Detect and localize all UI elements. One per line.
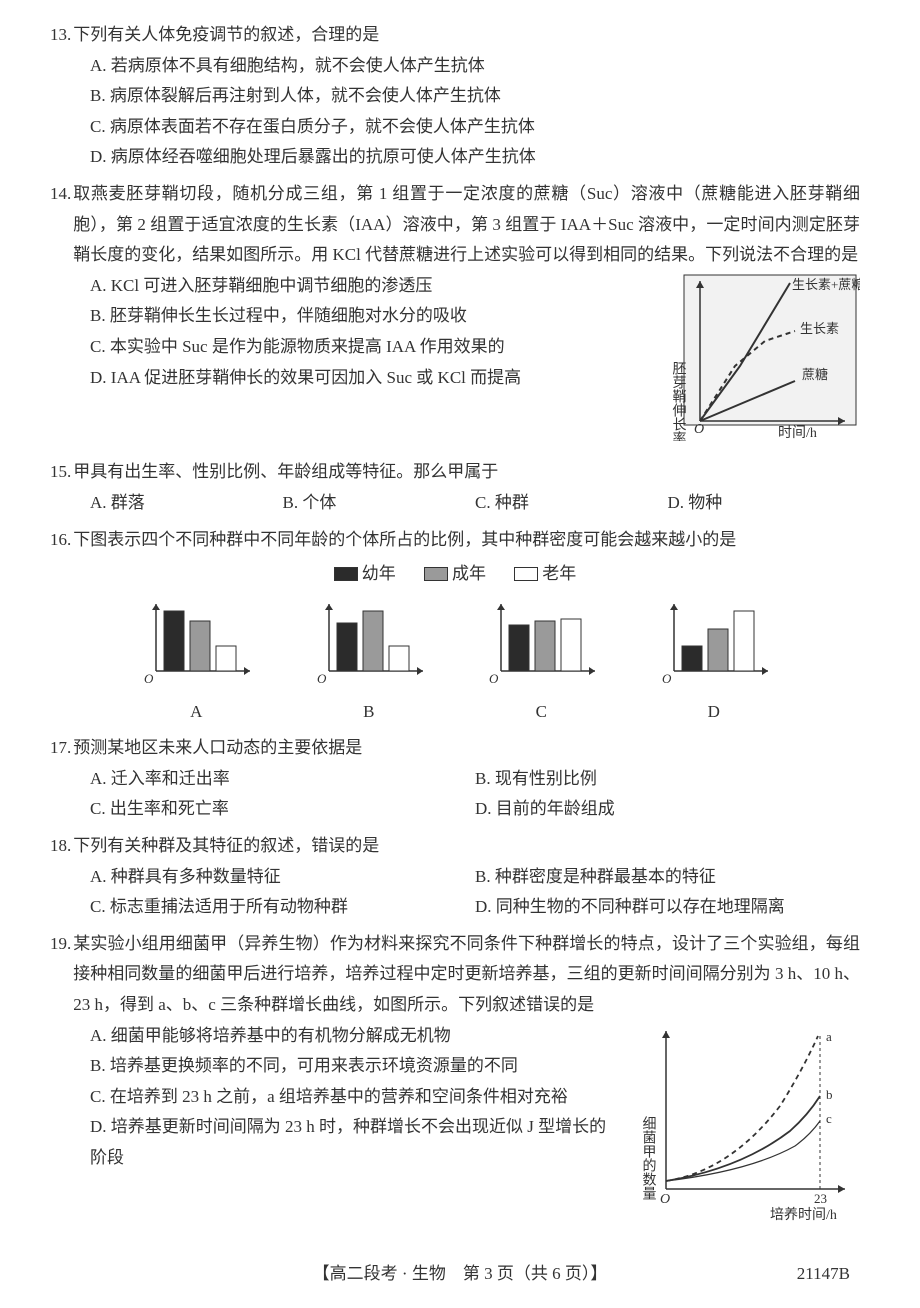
q13-options: A. 若病原体不具有细胞结构，就不会使人体产生抗体 B. 病原体裂解后再注射到人…	[50, 51, 860, 173]
q18-opt-a: A. 种群具有多种数量特征	[90, 862, 475, 893]
q19-chart: O 23 培养时间/h 细菌甲的数量 a b c	[630, 1021, 860, 1232]
q14-chart: O 时间/h 胚芽鞘伸长率/% 生长素+蔗糖 生长素 蔗糖	[660, 271, 860, 452]
q16-panel-c: OC	[481, 596, 601, 727]
q16-panel-b: OB	[309, 596, 429, 727]
q15-stem: 甲具有出生率、性别比例、年龄组成等特征。那么甲属于	[73, 457, 860, 488]
q16-charts: OAOBOCOD	[50, 596, 860, 727]
q19-xtick-23: 23	[814, 1191, 827, 1206]
q16-legend: 幼年 成年 老年	[50, 559, 860, 592]
svg-text:O: O	[144, 671, 154, 686]
q19-label-c: c	[826, 1111, 832, 1126]
q19-origin: O	[660, 1192, 670, 1207]
q14-num: 14.	[50, 179, 71, 210]
page-code: 21147B	[797, 1259, 850, 1290]
q19-stem: 某实验小组用细菌甲（异养生物）作为材料来探究不同条件下种群增长的特点，设计了三个…	[73, 929, 860, 1021]
q16-panel-d: OD	[654, 596, 774, 727]
q14-stem: 取燕麦胚芽鞘切段，随机分成三组，第 1 组置于一定浓度的蔗糖（Suc）溶液中（蔗…	[73, 179, 860, 271]
q16-legend-young: 幼年	[334, 559, 396, 590]
q13-opt-a: A. 若病原体不具有细胞结构，就不会使人体产生抗体	[50, 51, 860, 82]
q13-opt-d: D. 病原体经吞噬细胞处理后暴露出的抗原可使人体产生抗体	[50, 142, 860, 173]
svg-text:O: O	[662, 671, 672, 686]
q19-x-arrow	[838, 1185, 845, 1193]
q17-num: 17.	[50, 733, 71, 764]
q18-opt-d: D. 同种生物的不同种群可以存在地理隔离	[475, 892, 860, 923]
q14-origin: O	[694, 422, 704, 437]
q18-opt-c: C. 标志重捕法适用于所有动物种群	[90, 892, 475, 923]
q17-opt-d: D. 目前的年龄组成	[475, 794, 860, 825]
q19-y-arrow	[662, 1031, 670, 1038]
q17-opt-c: C. 出生率和死亡率	[90, 794, 475, 825]
q13-opt-c: C. 病原体表面若不存在蛋白质分子，就不会使人体产生抗体	[50, 112, 860, 143]
question-15: 15. 甲具有出生率、性别比例、年龄组成等特征。那么甲属于 A. 群落 B. 个…	[50, 457, 860, 518]
q14-ylabel: 胚芽鞘伸长率/%	[671, 361, 687, 441]
question-18: 18. 下列有关种群及其特征的叙述，错误的是 A. 种群具有多种数量特征 B. …	[50, 831, 860, 923]
question-13: 13. 下列有关人体免疫调节的叙述，合理的是 A. 若病原体不具有细胞结构，就不…	[50, 20, 860, 173]
svg-text:O: O	[489, 671, 499, 686]
swatch-young	[334, 567, 358, 581]
q16-panel-a: OA	[136, 596, 256, 727]
q19-curve-b	[666, 1096, 820, 1181]
q18-stem: 下列有关种群及其特征的叙述，错误的是	[73, 831, 860, 862]
q16-legend-adult: 成年	[424, 559, 486, 590]
q15-opt-d: D. 物种	[668, 488, 861, 519]
q16-panel-label: A	[136, 697, 256, 728]
q16-num: 16.	[50, 525, 71, 556]
q16-panel-label: C	[481, 697, 601, 728]
q19-ylabel: 细菌甲的数量	[641, 1116, 657, 1200]
q17-opt-a: A. 迁入率和迁出率	[90, 764, 475, 795]
q15-opt-b: B. 个体	[283, 488, 476, 519]
question-16: 16. 下图表示四个不同种群中不同年龄的个体所占的比例，其中种群密度可能会越来越…	[50, 525, 860, 728]
q16-legend-old-label: 老年	[542, 559, 576, 590]
q16-panel-label: B	[309, 697, 429, 728]
question-19: 19. 某实验小组用细菌甲（异养生物）作为材料来探究不同条件下种群增长的特点，设…	[50, 929, 860, 1231]
q19-xlabel: 培养时间/h	[770, 1207, 837, 1221]
question-14: 14. 取燕麦胚芽鞘切段，随机分成三组，第 1 组置于一定浓度的蔗糖（Suc）溶…	[50, 179, 860, 451]
q13-stem: 下列有关人体免疫调节的叙述，合理的是	[73, 20, 860, 51]
q15-options: A. 群落 B. 个体 C. 种群 D. 物种	[50, 488, 860, 519]
page-footer: 【高二段考 · 生物 第 3 页（共 6 页）】	[0, 1259, 920, 1290]
q15-opt-a: A. 群落	[90, 488, 283, 519]
q14-label-suc: 蔗糖	[802, 367, 828, 382]
q19-curve-c	[666, 1121, 820, 1181]
q18-num: 18.	[50, 831, 71, 862]
q14-label-iaa: 生长素	[800, 321, 839, 336]
q16-stem: 下图表示四个不同种群中不同年龄的个体所占的比例，其中种群密度可能会越来越小的是	[73, 525, 860, 556]
q16-legend-old: 老年	[514, 559, 576, 590]
q14-xlabel: 时间/h	[778, 425, 817, 441]
q16-legend-adult-label: 成年	[452, 559, 486, 590]
q17-opt-b: B. 现有性别比例	[475, 764, 860, 795]
q17-options: A. 迁入率和迁出率 B. 现有性别比例 C. 出生率和死亡率 D. 目前的年龄…	[50, 764, 860, 825]
q15-opt-c: C. 种群	[475, 488, 668, 519]
q19-label-a: a	[826, 1029, 832, 1044]
question-17: 17. 预测某地区未来人口动态的主要依据是 A. 迁入率和迁出率 B. 现有性别…	[50, 733, 860, 825]
q19-label-b: b	[826, 1087, 833, 1102]
q13-opt-b: B. 病原体裂解后再注射到人体，就不会使人体产生抗体	[50, 81, 860, 112]
q17-stem: 预测某地区未来人口动态的主要依据是	[73, 733, 860, 764]
q14-chart-bg	[684, 275, 856, 425]
q18-opt-b: B. 种群密度是种群最基本的特征	[475, 862, 860, 893]
q16-legend-young-label: 幼年	[362, 559, 396, 590]
swatch-old	[514, 567, 538, 581]
svg-text:O: O	[317, 671, 327, 686]
q18-options: A. 种群具有多种数量特征 B. 种群密度是种群最基本的特征 C. 标志重捕法适…	[50, 862, 860, 923]
q16-panel-label: D	[654, 697, 774, 728]
q13-num: 13.	[50, 20, 71, 51]
swatch-adult	[424, 567, 448, 581]
q14-label-iaa-suc: 生长素+蔗糖	[792, 277, 860, 292]
q19-num: 19.	[50, 929, 71, 960]
q15-num: 15.	[50, 457, 71, 488]
